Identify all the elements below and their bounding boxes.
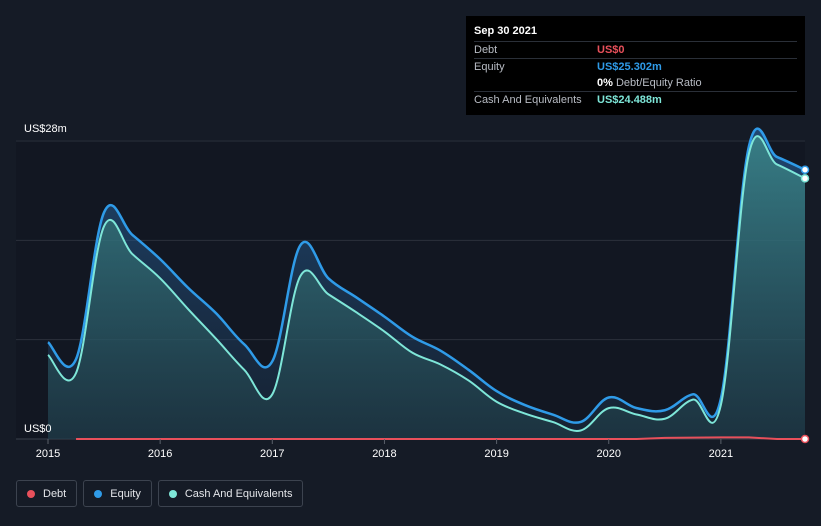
legend-item-equity[interactable]: Equity	[83, 480, 152, 507]
x-tick-label: 2018	[372, 448, 396, 460]
y-axis-bottom-label: US$0	[24, 423, 52, 435]
x-tick-label: 2020	[596, 448, 620, 460]
y-axis-top-label: US$28m	[24, 123, 67, 135]
cash-dot-icon	[168, 489, 177, 498]
tooltip-cash-value: US$24.488m	[597, 94, 662, 106]
x-tick-label: 2019	[484, 448, 508, 460]
x-tick-label: 2015	[36, 448, 60, 460]
equity-line	[47, 127, 806, 424]
x-tick-label: 2016	[148, 448, 172, 460]
x-tick-label: 2017	[260, 448, 284, 460]
cash-line	[47, 135, 806, 432]
cash-end-marker	[800, 174, 810, 183]
equity-end-marker	[800, 165, 810, 174]
tooltip-ratio-value: 0%	[597, 77, 613, 89]
tooltip-row-cash: Cash And Equivalents US$24.488m	[474, 91, 797, 108]
x-tick-label: 2021	[709, 448, 733, 460]
legend-item-cash[interactable]: Cash And Equivalents	[157, 480, 304, 507]
tooltip-date: Sep 30 2021	[474, 25, 537, 37]
legend-item-debt[interactable]: Debt	[16, 480, 78, 507]
debt-end-marker	[800, 434, 810, 444]
debt-dot-icon	[27, 489, 35, 498]
x-axis-ticks: 2015 2016 2017 2018 2019 2020 2021	[36, 439, 733, 460]
equity-dot-icon	[94, 489, 103, 498]
tooltip-equity-value: US$25.302m	[597, 61, 662, 73]
tooltip-row-debt: Debt US$0	[474, 41, 797, 58]
tooltip-row-ratio: 0% Debt/Equity Ratio	[474, 75, 797, 91]
debt-line	[76, 436, 805, 440]
legend-label-equity: Equity	[110, 487, 141, 500]
legend-label-cash: Cash And Equivalents	[184, 487, 293, 500]
tooltip-ratio-label: Debt/Equity Ratio	[615, 77, 702, 89]
tooltip-panel: Sep 30 2021 Debt US$0 Equity US$25.302m …	[466, 16, 805, 115]
tooltip-debt-value: US$0	[597, 44, 625, 56]
tooltip-equity-label: Equity	[474, 61, 505, 73]
tooltip-row-equity: Equity US$25.302m	[474, 58, 797, 75]
tooltip-debt-label: Debt	[474, 44, 498, 56]
tooltip-cash-label: Cash And Equivalents	[474, 94, 582, 106]
series-lines	[47, 127, 810, 444]
legend-label-debt: Debt	[43, 487, 67, 500]
legend: Debt Equity Cash And Equivalents	[16, 480, 304, 507]
